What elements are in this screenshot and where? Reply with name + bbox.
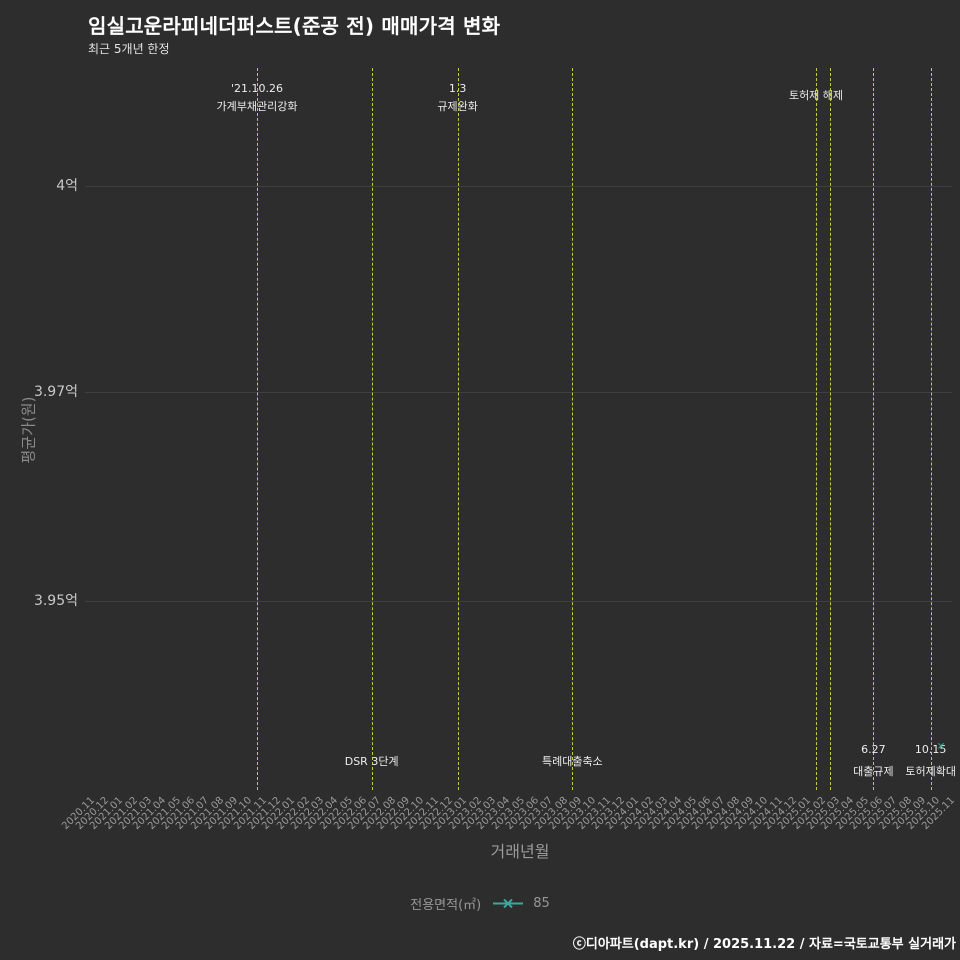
legend: 전용면적(㎡) 85 xyxy=(0,894,960,913)
y-gridline xyxy=(85,392,952,393)
event-annotation-line: 6.27 xyxy=(861,743,886,756)
event-annotation-line: 대출규제 xyxy=(853,765,894,778)
legend-item-85[interactable]: 85 xyxy=(491,896,550,911)
event-annotation: 토허제 해제 xyxy=(789,87,843,105)
event-annotation: 10.15 토허제확대 xyxy=(905,739,956,783)
event-line xyxy=(371,68,373,790)
y-gridline xyxy=(85,186,952,187)
y-tick-label: 3.95억 xyxy=(33,593,78,609)
event-annotation-line: 특례대출축소 xyxy=(541,755,603,768)
legend-title: 전용면적(㎡) xyxy=(410,898,482,913)
event-line xyxy=(830,68,832,790)
event-annotation-line: 규제완화 xyxy=(437,100,478,113)
event-annotation: 1.3 규제완화 xyxy=(437,80,477,116)
event-annotation: 특례대출축소 xyxy=(542,751,603,773)
event-line xyxy=(873,68,875,790)
event-annotation-line: 가계부채관리강화 xyxy=(216,100,298,113)
y-gridline xyxy=(85,601,952,602)
chart-title: 임실고운라피네더퍼스트(준공 전) 매매가격 변화 xyxy=(88,14,501,38)
y-tick-label: 4억 xyxy=(56,178,78,194)
data-point-marker: ✕ xyxy=(936,741,946,753)
footer-credit: ⓒ디아파트(dapt.kr) / 2025.11.22 / 자료=국토교통부 실… xyxy=(572,937,956,952)
series-marker-icon xyxy=(493,898,524,909)
y-tick-label: 3.97억 xyxy=(33,384,78,400)
event-annotation-line: 1.3 xyxy=(448,82,467,95)
event-annotation-line: '21.10.26 xyxy=(230,82,283,95)
event-annotation-line: DSR 3단계 xyxy=(344,755,399,768)
event-annotation: '21.10.26 가계부채관리강화 xyxy=(217,80,298,116)
event-line xyxy=(930,68,932,790)
event-annotation: 6.27 대출규제 xyxy=(853,739,893,783)
event-line xyxy=(572,68,574,790)
event-annotation: DSR 3단계 xyxy=(345,751,399,773)
x-axis-title: 거래년월 xyxy=(490,842,550,861)
legend-series-label: 85 xyxy=(533,896,550,911)
event-annotation-line: 토허제 해제 xyxy=(788,89,844,102)
chart-subtitle: 최근 5개년 한정 xyxy=(88,42,170,56)
event-annotation-line: 토허제확대 xyxy=(905,765,956,778)
event-line xyxy=(257,68,258,790)
event-line xyxy=(457,68,459,790)
event-annotation-line: 10.15 xyxy=(914,743,947,756)
event-line xyxy=(816,68,817,790)
